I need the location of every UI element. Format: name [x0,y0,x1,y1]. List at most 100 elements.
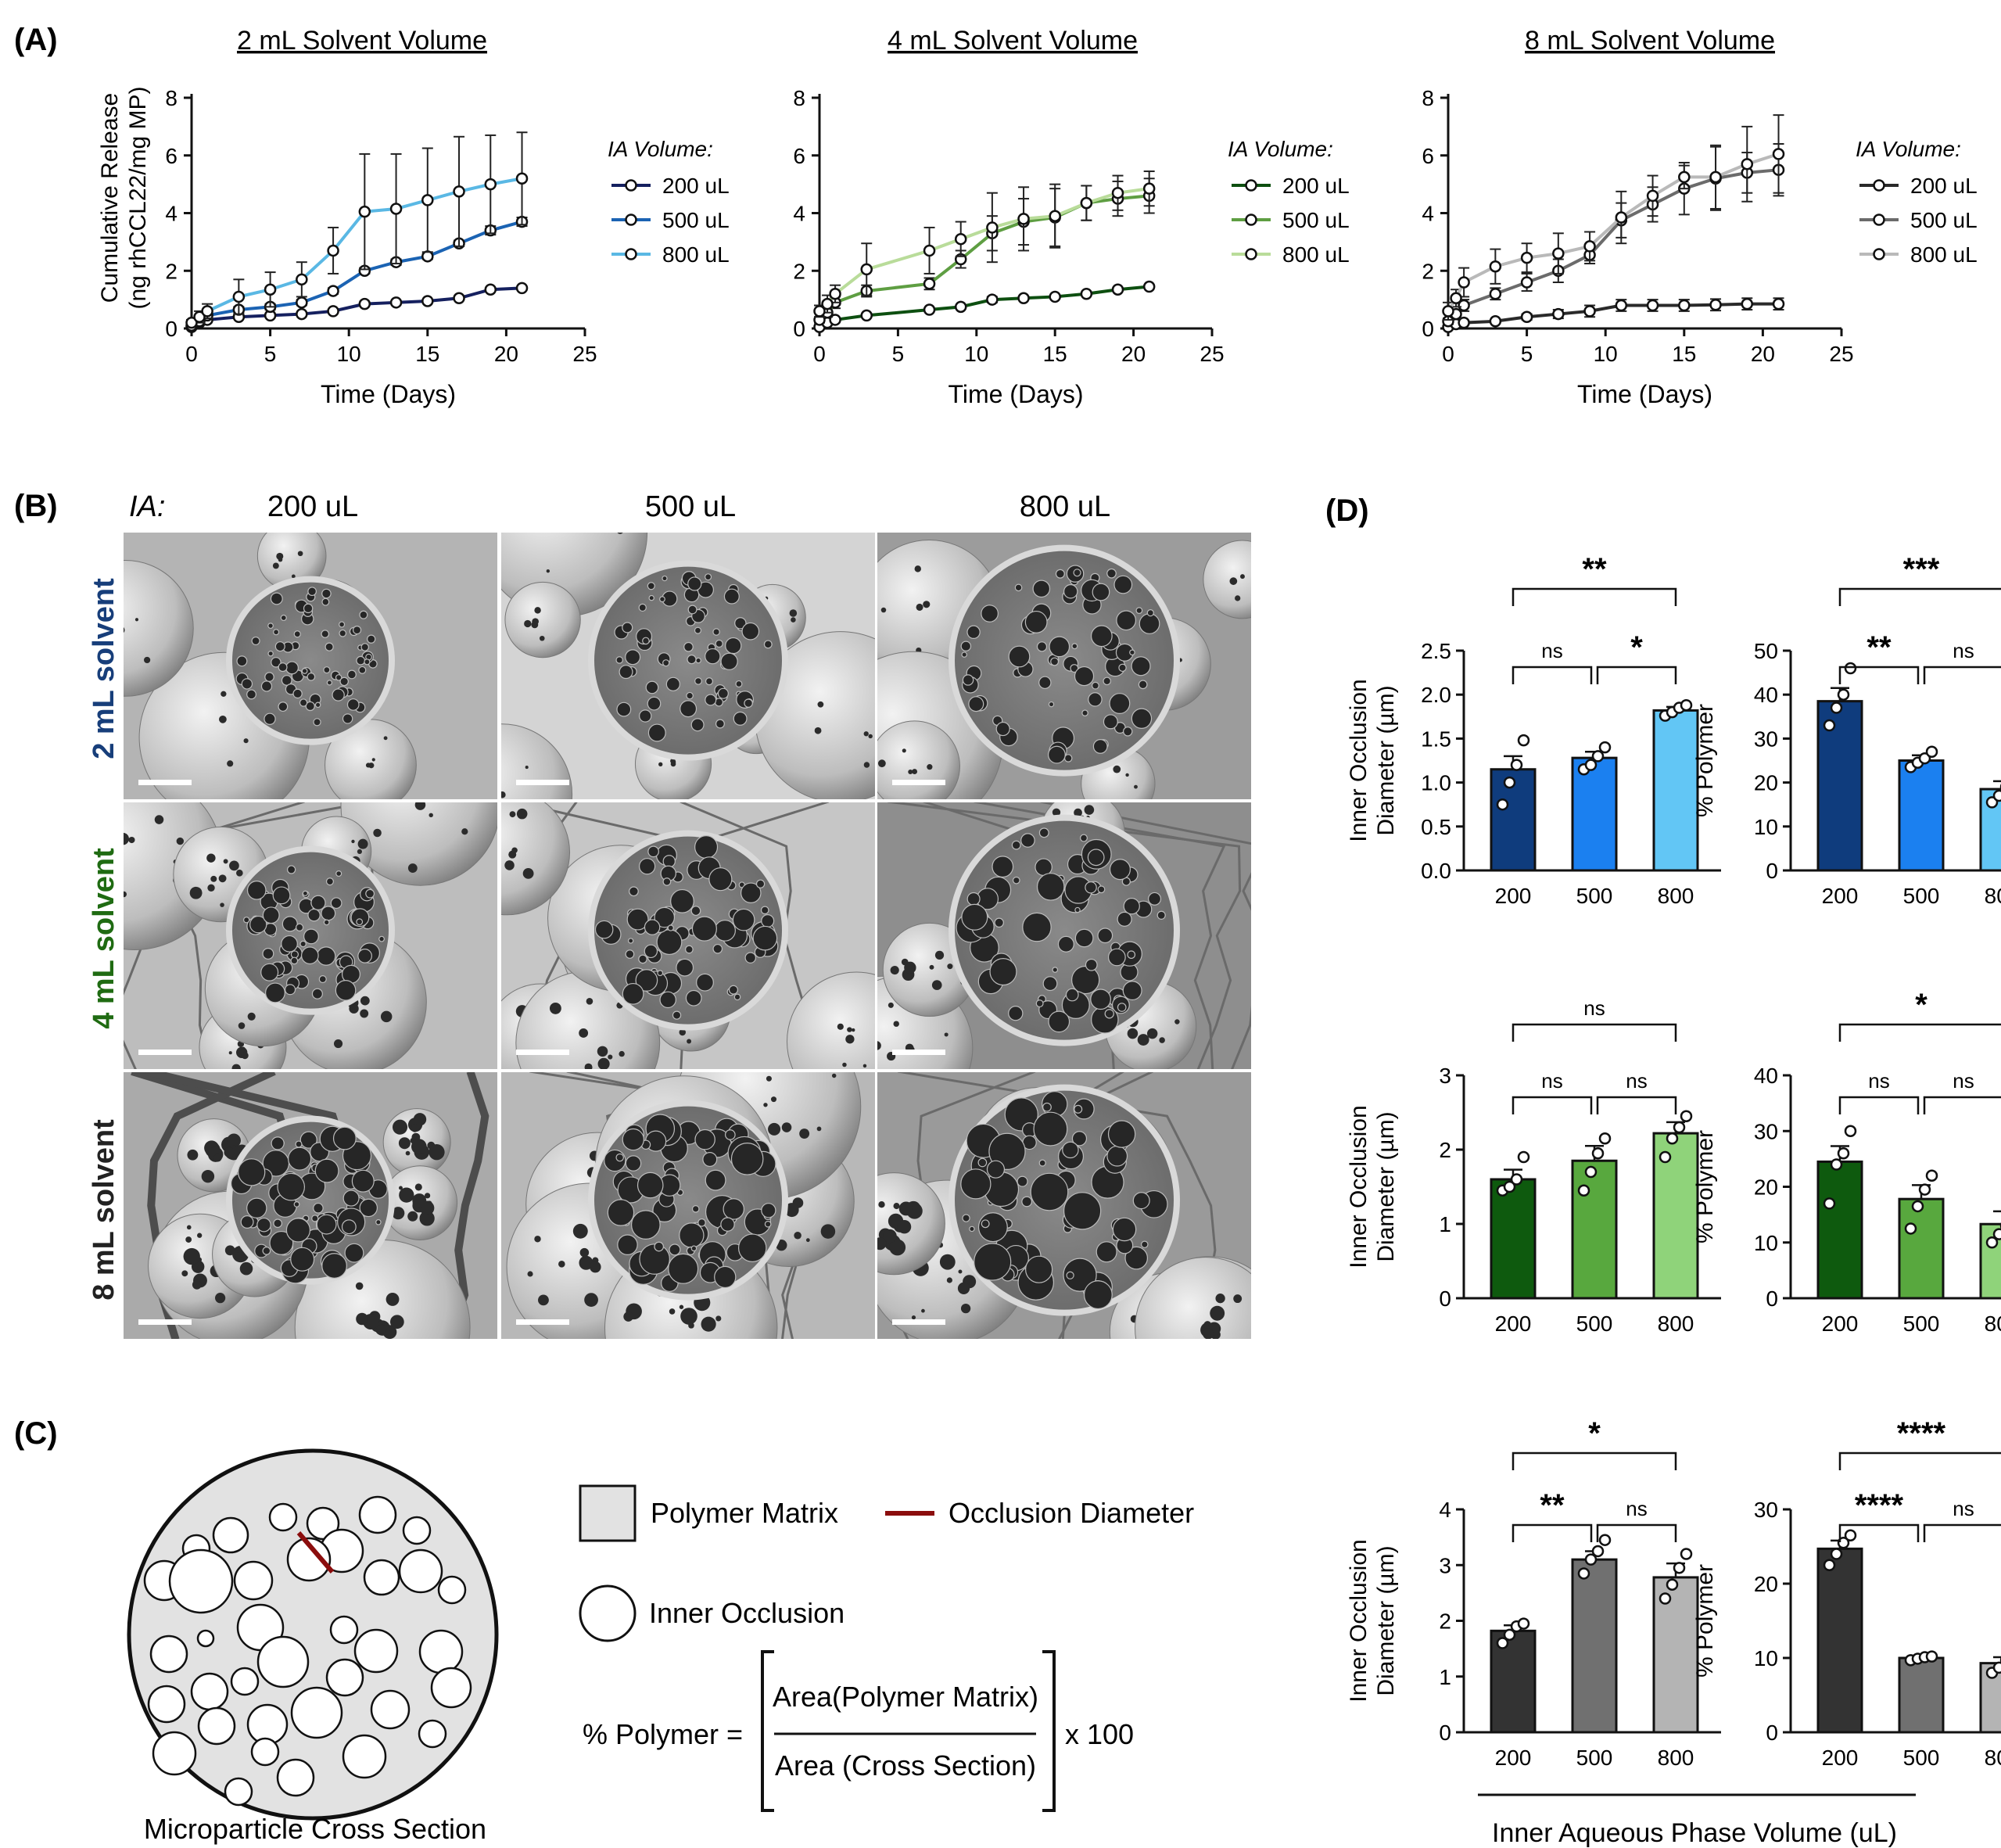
panel-label-c: (C) [14,1416,58,1451]
internal-pore [962,674,974,686]
data-point [1678,299,1691,312]
internal-pore [301,668,308,674]
replicate-point [1584,1165,1598,1179]
internal-pore [290,956,299,965]
sem-row-label-4ml: 4 mL solvent [88,848,120,1029]
surface-pore [947,963,953,970]
internal-pore [1097,885,1106,894]
internal-pore [744,698,753,708]
y-tick-label: 2 [1439,1609,1451,1634]
internal-pore [281,675,292,686]
internal-pore [318,975,327,984]
replicate-point [1673,1562,1686,1574]
internal-pore [1104,1009,1114,1019]
y-tick-label: 6 [793,144,805,168]
internal-pore [1062,1141,1079,1159]
significance-bracket [1596,1096,1677,1114]
replicate-point [1680,1548,1693,1560]
internal-pore [961,651,967,658]
data-point [1458,316,1470,329]
internal-pore [720,652,738,670]
data-point [829,288,841,300]
legend-label: 800 uL [1910,242,1978,267]
y-tick-label: 3 [1439,1064,1451,1088]
y-tick-label: 50 [1754,639,1778,663]
tile-content [500,1071,876,1340]
replicate-point [1666,1132,1679,1145]
internal-pore [1106,568,1117,579]
legend-label: 200 uL [1282,174,1350,198]
internal-pore [1122,981,1142,1001]
surface-pore [679,1304,684,1309]
surface-pore [831,1073,837,1078]
surface-pore [373,828,382,838]
internal-pore [686,691,694,700]
internal-pore [705,648,721,665]
internal-pore [1118,663,1127,673]
scale-bar [892,1319,945,1325]
sem-image-tile [122,1071,499,1340]
internal-pore [1112,1217,1137,1242]
surface-pore [544,512,549,517]
surface-pore [197,1233,203,1238]
internal-pore [1132,1192,1150,1210]
surface-pore [766,1075,772,1082]
sem-image-tile [122,801,499,1071]
surface-pore [960,1303,971,1314]
internal-pore [1113,575,1133,594]
internal-pore [625,649,641,666]
internal-pore [321,1253,347,1279]
x-tick-label: 500 [1903,884,1940,908]
surface-pore [383,736,388,741]
data-point [1772,148,1785,160]
surface-pore [878,1201,885,1208]
x-tick-label: 0 [813,342,826,366]
y-tick-label: 1.5 [1421,727,1451,751]
y-tick-label: 10 [1754,1646,1778,1670]
internal-pore [350,908,370,928]
significance-label: ns [1868,1069,1889,1093]
surface-pore [185,1236,192,1243]
internal-pore [1071,1131,1088,1146]
internal-pore [271,1136,285,1150]
surface-pore [123,832,129,845]
surface-pore [897,1219,912,1234]
internal-pore [730,1143,764,1175]
significance-bracket [1838,1523,1920,1542]
tile-content [500,802,876,1070]
tile-content [123,532,498,800]
formula-rhs: x 100 [1065,1718,1134,1750]
internal-pore [1074,666,1095,687]
y-tick-label: 0 [1439,1721,1451,1745]
internal-pore [761,913,775,928]
x-tick-label: 15 [1043,342,1067,366]
internal-pore [271,657,282,668]
x-tick-label: 800 [1658,884,1694,908]
y-tick-label: 2 [1422,259,1434,283]
internal-pore [672,1010,682,1020]
y-tick-label: 8 [1422,86,1434,110]
y-axis-label: % Polymer [1692,704,1718,817]
surface-pore [504,860,515,870]
replicate-point [1503,1628,1516,1642]
surface-pore [670,761,676,767]
surface-pore [192,1279,202,1290]
surface-pore [411,1124,418,1131]
panel-label-d: (D) [1325,493,1369,528]
internal-pore [365,888,375,899]
surface-pore [817,701,824,708]
internal-pore [325,877,334,886]
internal-pore [281,935,298,953]
surface-pore [770,1096,777,1103]
surface-pore [845,1035,855,1044]
surface-pore [912,769,918,775]
surface-pore [243,738,249,744]
internal-pore [342,713,353,724]
internal-pore [1083,1280,1113,1310]
surface-pore [357,838,368,849]
replicate-point [1830,702,1843,714]
series-200-uL [1442,297,1785,333]
surface-pore [1179,1368,1188,1376]
y-tick-label: 40 [1754,1064,1778,1088]
